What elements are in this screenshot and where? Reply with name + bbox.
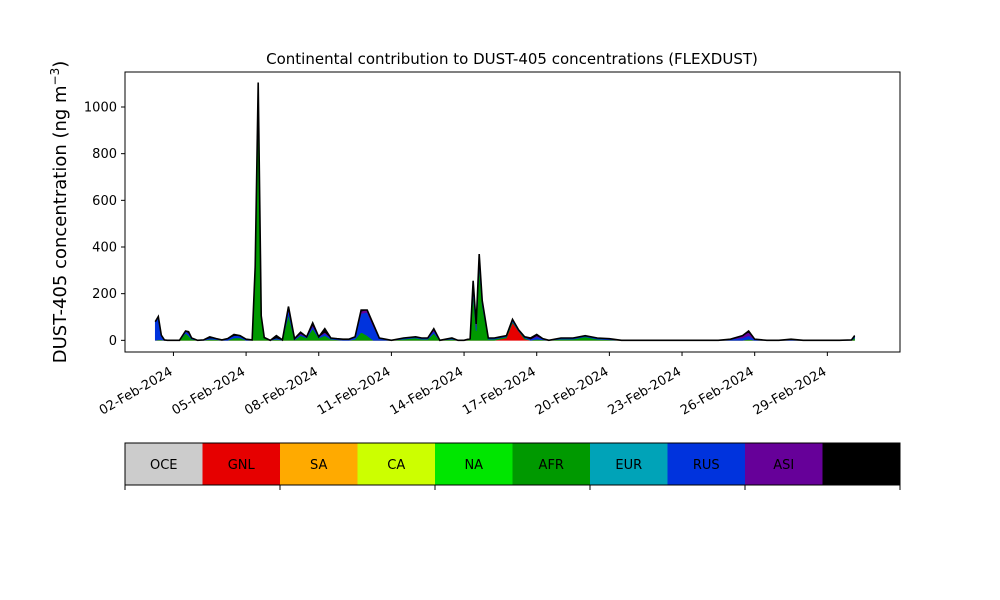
y-tick-label: 1000	[84, 101, 117, 116]
legend-label-asi: ASI	[773, 458, 794, 473]
legend-frame	[124, 442, 901, 486]
y-tick-label: 600	[92, 194, 117, 209]
y-tick-label: 0	[109, 334, 117, 349]
legend-label-aus: AUS	[848, 458, 875, 473]
y-axis-ticks: 0 200 400 600 800 1000	[84, 101, 125, 349]
plot-area	[154, 82, 856, 342]
legend-label-gnl: GNL	[228, 458, 256, 473]
y-axis-label-unit-exponent: −3	[48, 68, 62, 86]
legend-label-na: NA	[464, 458, 483, 473]
legend-label-rus: RUS	[693, 458, 720, 473]
legend-swatch-rus	[667, 443, 745, 485]
chart-title: Continental contribution to DUST-405 con…	[266, 50, 758, 68]
legend-swatch-ca	[357, 443, 435, 485]
y-tick-label: 200	[92, 287, 117, 302]
legend-swatch-asi	[745, 443, 823, 485]
y-axis-label: DUST-405 concentration (ng m−3)	[48, 61, 71, 364]
legend-colorbar: OCE GNL SA CA NA AFR EUR RUS ASI AUS	[124, 442, 901, 490]
legend-swatch-gnl	[202, 443, 280, 485]
plot-frame	[124, 71, 901, 353]
y-tick-label: 400	[92, 241, 117, 256]
y-tick-label: 800	[92, 147, 117, 162]
legend-swatch-afr	[512, 443, 590, 485]
y-axis-label-text: DUST-405 concentration (ng m	[50, 85, 71, 363]
legend-label-sa: SA	[310, 458, 327, 473]
legend-swatch-aus	[822, 443, 900, 485]
legend-label-oce: OCE	[150, 458, 178, 473]
legend-swatch-na	[435, 443, 513, 485]
legend-swatch-eur	[590, 443, 668, 485]
series-line-total	[154, 82, 856, 342]
legend-swatch-sa	[280, 443, 358, 485]
legend-label-eur: EUR	[615, 458, 642, 473]
legend-label-ca: CA	[387, 458, 405, 473]
legend-label-afr: AFR	[539, 458, 564, 473]
legend-swatch-oce	[125, 443, 203, 485]
y-axis-label-close: )	[50, 61, 71, 68]
